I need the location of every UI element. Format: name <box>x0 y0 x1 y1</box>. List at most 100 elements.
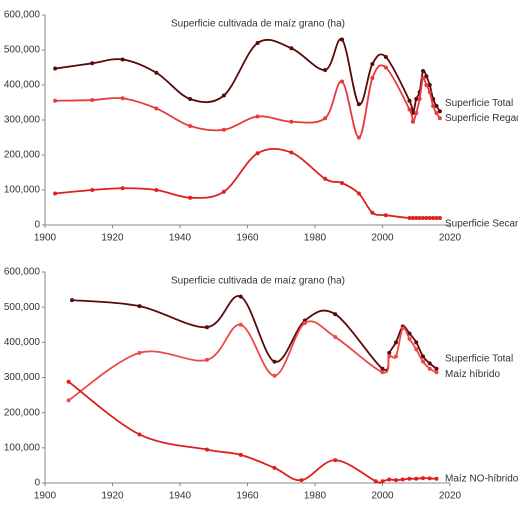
y-tick-label: 400,000 <box>4 337 41 348</box>
data-point <box>410 119 415 124</box>
series-label: Maíz híbrido <box>445 369 500 380</box>
data-point <box>137 304 142 309</box>
data-point <box>414 347 419 352</box>
data-point <box>410 216 415 220</box>
data-point <box>323 176 328 181</box>
data-point <box>333 312 338 317</box>
data-point <box>387 477 392 482</box>
x-tick-label: 2020 <box>439 491 462 502</box>
data-point <box>323 116 328 121</box>
data-point <box>255 114 260 119</box>
data-point <box>90 188 95 192</box>
series-line <box>68 320 437 402</box>
data-point <box>90 61 95 66</box>
x-tick-label: 1980 <box>304 491 327 502</box>
data-point <box>414 476 419 481</box>
data-point <box>70 298 74 303</box>
y-tick-label: 600,000 <box>4 267 41 278</box>
chart-title: Superficie cultivada de maíz grano (ha) <box>171 19 345 30</box>
data-point <box>434 366 439 371</box>
data-point <box>137 350 142 355</box>
x-tick-label: 2000 <box>371 233 394 244</box>
data-point <box>120 186 125 191</box>
data-point <box>407 476 412 481</box>
data-point <box>394 478 398 483</box>
data-point <box>323 67 328 72</box>
data-point <box>394 354 398 359</box>
data-point <box>434 111 439 115</box>
data-point <box>340 37 344 42</box>
x-tick-label: 1940 <box>169 233 192 244</box>
data-point <box>53 98 58 103</box>
data-point <box>255 41 260 45</box>
data-point <box>53 191 58 196</box>
data-point <box>373 479 378 484</box>
data-point <box>400 326 405 331</box>
data-point <box>421 354 425 359</box>
data-point <box>427 90 432 94</box>
x-tick-label: 1920 <box>101 491 124 502</box>
data-point <box>407 216 412 220</box>
data-point <box>437 216 442 220</box>
data-point <box>333 335 338 340</box>
data-point <box>154 106 159 111</box>
data-point <box>289 46 294 51</box>
series-line <box>68 380 437 484</box>
y-tick-label: 0 <box>34 220 40 231</box>
x-tick-label: 1960 <box>236 233 259 244</box>
data-point <box>255 151 260 156</box>
data-point <box>421 476 425 481</box>
data-point <box>427 366 432 371</box>
y-tick-label: 600,000 <box>4 10 41 21</box>
y-tick-label: 200,000 <box>4 407 41 418</box>
data-point <box>302 320 307 325</box>
data-point <box>421 76 425 80</box>
x-tick-label: 1960 <box>236 491 259 502</box>
data-point <box>188 97 193 101</box>
chart-title: Superficie cultivada de maíz grano (ha) <box>171 276 345 287</box>
data-point <box>380 479 385 484</box>
data-point <box>66 379 71 384</box>
data-point <box>434 216 439 220</box>
data-point <box>120 96 125 101</box>
data-point <box>424 216 429 220</box>
series-line <box>55 64 441 139</box>
data-point <box>407 107 412 112</box>
data-point <box>400 477 405 482</box>
x-tick-label: 2000 <box>371 491 394 502</box>
y-tick-label: 500,000 <box>4 302 41 313</box>
data-point <box>205 325 209 330</box>
data-point <box>205 357 209 362</box>
data-point <box>427 83 432 87</box>
data-point <box>380 370 385 375</box>
data-point <box>394 340 398 345</box>
data-point <box>421 359 425 364</box>
y-tick-label: 200,000 <box>4 150 41 161</box>
data-point <box>431 104 436 108</box>
data-point <box>427 361 432 366</box>
data-point <box>137 432 142 437</box>
data-point <box>370 76 375 80</box>
x-tick-label: 1900 <box>34 233 57 244</box>
data-point <box>414 340 419 345</box>
data-point <box>407 331 412 336</box>
data-point <box>414 111 419 115</box>
data-point <box>383 55 388 59</box>
data-point <box>272 359 277 364</box>
data-point <box>407 98 412 103</box>
data-point <box>299 478 304 483</box>
data-point <box>380 366 385 371</box>
data-point <box>383 65 388 70</box>
data-point <box>221 189 226 194</box>
data-point <box>427 216 432 220</box>
data-point <box>154 70 159 75</box>
data-point <box>289 150 294 155</box>
y-tick-label: 100,000 <box>4 442 41 453</box>
data-point <box>53 66 58 71</box>
series-label: Superficie Total <box>445 353 513 364</box>
data-point <box>414 216 419 220</box>
data-point <box>205 447 209 452</box>
data-point <box>221 93 226 98</box>
data-point <box>427 476 432 481</box>
